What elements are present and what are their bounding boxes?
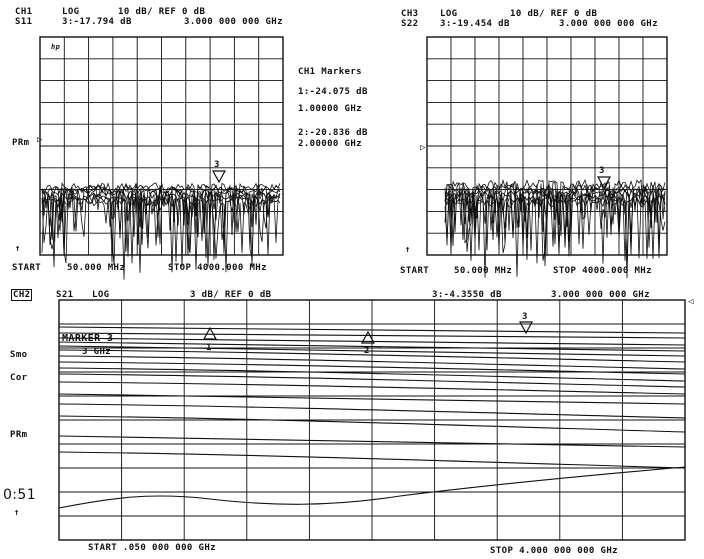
ch1-bottom-arrow-icon: ↑ bbox=[15, 244, 21, 254]
ch1-trace bbox=[41, 197, 281, 280]
ch3-trace bbox=[444, 196, 666, 279]
ch3-marker-readout: 3:-19.454 dB bbox=[440, 19, 510, 29]
ch1-scale-label: 10 dB/ REF 0 dB bbox=[118, 7, 206, 17]
ch2-trace bbox=[58, 415, 686, 433]
ch2-scale-label: 3 dB/ REF 0 dB bbox=[190, 290, 272, 300]
ch2-trace bbox=[58, 381, 686, 395]
ch1-marker-readout: 3:-17.794 dB bbox=[62, 17, 132, 27]
ch2-trace bbox=[58, 355, 686, 370]
ch1-ref-arrow-icon: ▷ bbox=[37, 135, 43, 145]
hp-logo: hp bbox=[51, 43, 61, 51]
marker1-value: 1:-24.075 dB bbox=[298, 87, 368, 97]
marker1-freq: 1.00000 GHz bbox=[298, 104, 363, 114]
ch1-param-label: S11 bbox=[15, 17, 33, 27]
ch3-format-label: LOG bbox=[440, 9, 458, 19]
ch2-marker1-triangle bbox=[202, 326, 218, 340]
ch2-marker2-triangle bbox=[360, 330, 376, 344]
ch1-start-label: START bbox=[12, 263, 42, 273]
ch3-marker3-triangle bbox=[596, 176, 612, 190]
ch1-trace bbox=[41, 194, 281, 273]
ch2-plot bbox=[58, 299, 686, 541]
ch1-stop-label: STOP 4000.000 MHz bbox=[168, 263, 267, 273]
ch2-start-label: START .050 000 000 GHz bbox=[88, 543, 217, 553]
ch1-start-value: 50.000 MHz bbox=[67, 263, 126, 273]
ch2-channel-label: CH2 bbox=[11, 289, 33, 301]
marker2-value: 2:-20.836 dB bbox=[298, 128, 368, 138]
ch2-trace bbox=[58, 403, 686, 419]
ch3-ref-arrow-icon: ▷ bbox=[420, 143, 426, 153]
ch3-start-label: START bbox=[400, 266, 430, 276]
timestamp-label: 0:51 bbox=[3, 487, 37, 503]
ch2-format-label: LOG bbox=[92, 290, 110, 300]
ch2-trace bbox=[58, 373, 686, 388]
ch2-marker3-number: 3 bbox=[522, 312, 528, 322]
ch3-param-label: S22 bbox=[401, 19, 419, 29]
ch1-trace bbox=[41, 186, 281, 246]
ch2-marker2-number: 2 bbox=[364, 346, 370, 356]
ch2-stop-label: STOP 4.000 000 000 GHz bbox=[490, 546, 619, 556]
ch1-plot bbox=[39, 36, 284, 280]
ch3-marker3-number: 3 bbox=[599, 166, 605, 176]
ch2-trace bbox=[58, 326, 686, 334]
ch1-marker3-triangle bbox=[211, 170, 227, 184]
ch3-trace bbox=[444, 178, 666, 231]
ch2-param-label: S21 bbox=[56, 290, 74, 300]
ch2-marker-readout: 3:-4.3550 dB bbox=[432, 290, 502, 300]
marker2-freq: 2.00000 GHz bbox=[298, 139, 363, 149]
ch3-channel-label: CH3 bbox=[401, 9, 419, 19]
ch2-ref-arrow-icon: ◁ bbox=[688, 297, 694, 307]
ch2-bottom-arrow-icon: ↑ bbox=[14, 508, 20, 518]
ch3-bottom-arrow-icon: ↑ bbox=[405, 245, 411, 255]
ch3-marker-freq: 3.000 000 000 GHz bbox=[559, 19, 658, 29]
ch2-marker3-triangle bbox=[518, 321, 534, 335]
ch1-marker3-number: 3 bbox=[214, 160, 220, 170]
ch1-format-label: LOG bbox=[62, 7, 80, 17]
ch2-prm-label: PRm bbox=[10, 430, 28, 440]
ch2-marker1-number: 1 bbox=[206, 343, 212, 353]
ch2-trace bbox=[58, 349, 686, 363]
ch2-marker-freq: 3.000 000 000 GHz bbox=[551, 290, 650, 300]
ch2-cor-label: Cor bbox=[10, 373, 28, 383]
ch1-marker-freq: 3.000 000 000 GHz bbox=[184, 17, 283, 27]
ch2-trace bbox=[58, 451, 686, 469]
ch1-ref-label: PRm bbox=[12, 138, 30, 148]
ch3-plot bbox=[426, 36, 668, 279]
ch3-start-value: 50.000 MHz bbox=[454, 266, 513, 276]
ch1-trace bbox=[41, 188, 281, 252]
ch2-trace bbox=[58, 367, 686, 382]
ch1-trace bbox=[41, 182, 281, 224]
ch2-smo-label: Smo bbox=[10, 350, 28, 360]
ch2-trace-low bbox=[58, 466, 686, 509]
ch3-scale-label: 10 dB/ REF 0 dB bbox=[510, 9, 598, 19]
ch1-channel-label: CH1 bbox=[15, 7, 33, 17]
ch3-stop-label: STOP 4000.000 MHz bbox=[553, 266, 652, 276]
ch2-trace bbox=[58, 361, 686, 375]
markers-box-title: CH1 Markers bbox=[298, 67, 363, 77]
ch1-trace bbox=[41, 192, 281, 268]
ch2-marker-sub: 3 GHz bbox=[82, 347, 112, 357]
ch2-marker-title: MARKER 3 bbox=[62, 333, 114, 344]
